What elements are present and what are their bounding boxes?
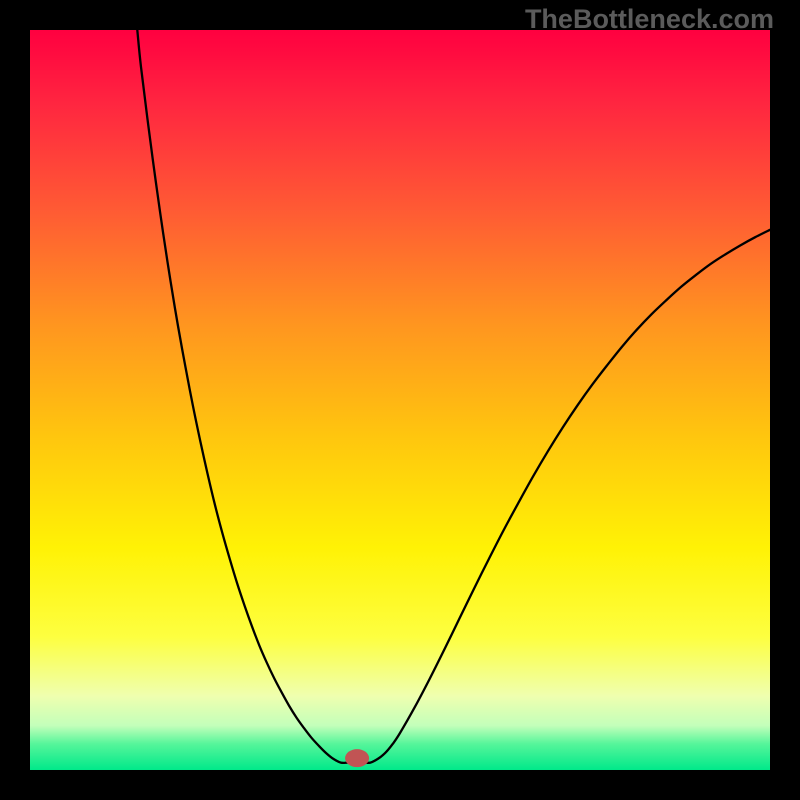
watermark-text: TheBottleneck.com <box>525 4 774 35</box>
plot-background-gradient <box>30 30 770 770</box>
optimal-point-marker <box>345 749 369 767</box>
bottleneck-v-curve-chart <box>30 30 770 770</box>
chart-frame: TheBottleneck.com <box>0 0 800 800</box>
